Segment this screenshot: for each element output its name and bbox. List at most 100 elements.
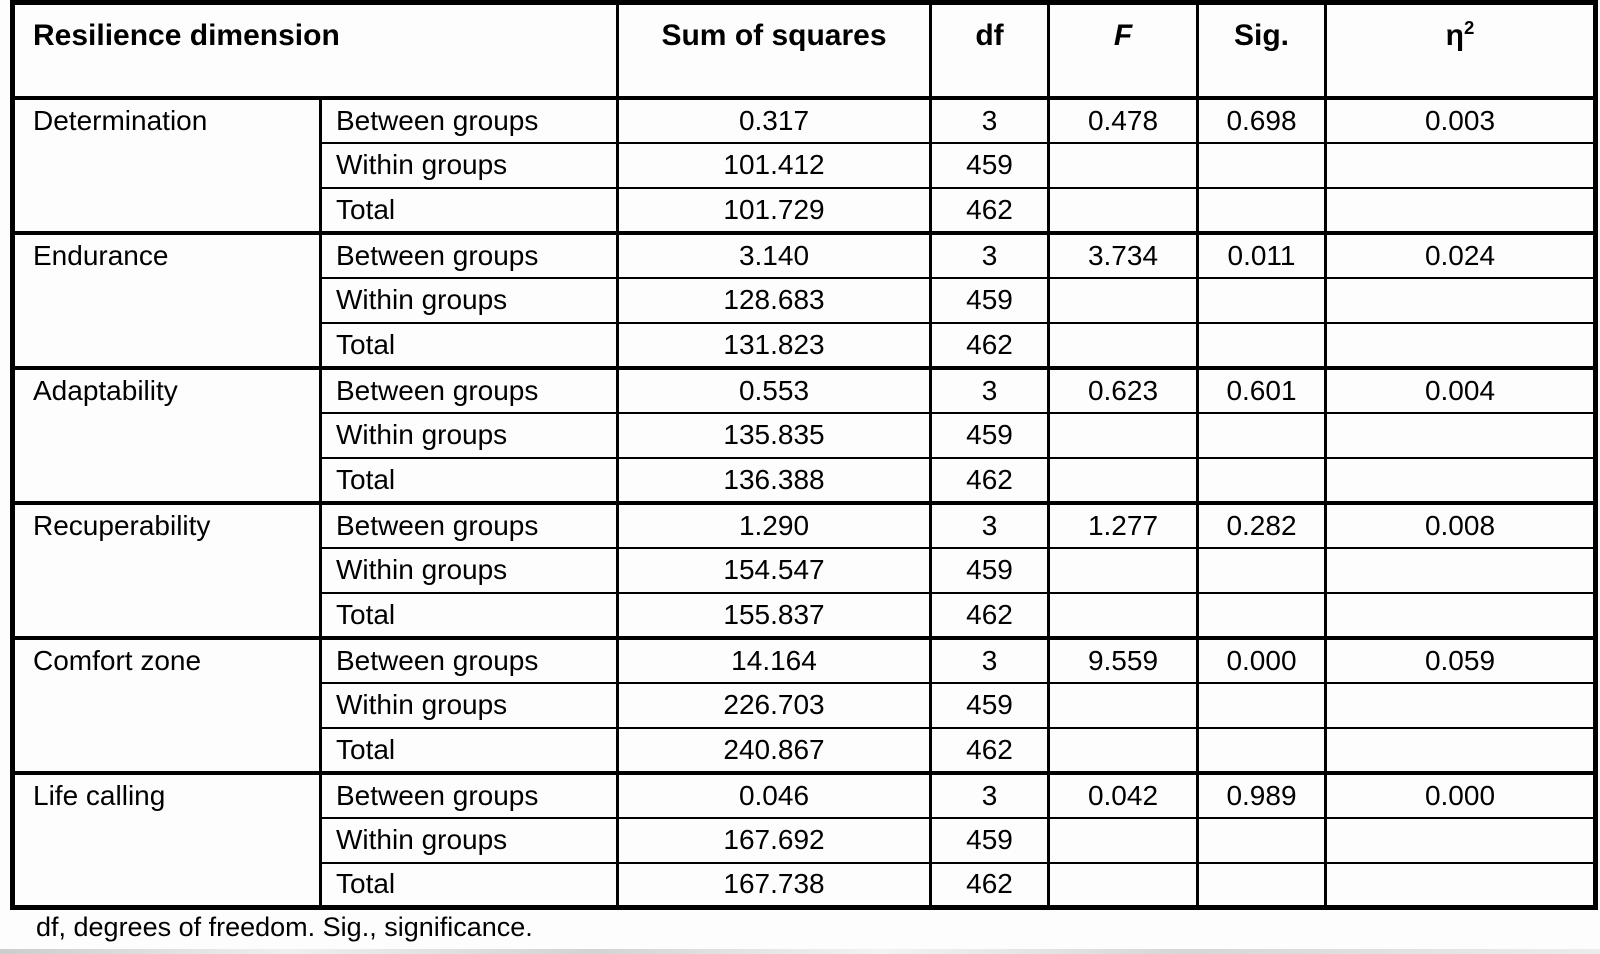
eta-exponent: 2: [1463, 17, 1475, 38]
group-type-cell: Between groups: [319, 770, 619, 819]
eta-squared-cell: [1324, 816, 1597, 864]
sum-of-squares-cell: 101.412: [616, 141, 932, 189]
sig-value-cell: [1196, 861, 1327, 909]
df-cell: 462: [929, 861, 1050, 909]
eta-squared-cell: [1324, 591, 1597, 639]
dimension-name-cell: Recuperability: [11, 500, 322, 639]
sig-value-cell: [1196, 141, 1327, 189]
eta-squared-cell: 0.000: [1324, 770, 1597, 819]
df-cell: 459: [929, 681, 1050, 729]
sum-of-squares-cell: 167.738: [616, 861, 932, 909]
eta-squared-cell: 0.004: [1324, 365, 1597, 414]
f-value-cell: 3.734: [1047, 230, 1199, 279]
f-value-cell: [1047, 186, 1199, 234]
f-value-cell: [1047, 816, 1199, 864]
group-type-cell: Total: [319, 186, 619, 234]
dimension-name-cell: Comfort zone: [11, 635, 322, 774]
header-row: Resilience dimension Sum of squares df F…: [11, 1, 1597, 100]
sig-value-cell: [1196, 186, 1327, 234]
f-value-cell: [1047, 591, 1199, 639]
table-row: Within groups 154.547 459: [13, 546, 1597, 594]
header-df: df: [929, 1, 1050, 100]
eta-squared-cell: [1324, 186, 1597, 234]
sum-of-squares-cell: 136.388: [616, 456, 932, 504]
df-cell: 462: [929, 456, 1050, 504]
eta-squared-cell: 0.003: [1324, 95, 1597, 144]
sum-of-squares-cell: 0.317: [616, 95, 932, 144]
eta-squared-cell: [1324, 546, 1597, 594]
table-row: Within groups 101.412 459: [13, 141, 1597, 189]
df-cell: 3: [929, 95, 1050, 144]
sum-of-squares-cell: 240.867: [616, 726, 932, 774]
f-value-cell: 0.623: [1047, 365, 1199, 414]
table-row: Life calling Between groups 0.046 3 0.042 0.9…: [11, 770, 1597, 909]
sig-value-cell: [1196, 456, 1327, 504]
eta-squared-cell: [1324, 726, 1597, 774]
df-cell: 459: [929, 546, 1050, 594]
sum-of-squares-cell: 128.683: [616, 276, 932, 324]
eta-squared-cell: [1324, 456, 1597, 504]
f-value-cell: [1047, 681, 1199, 729]
group-type-cell: Within groups: [319, 276, 619, 324]
table-row: Total 101.729 462: [13, 186, 1597, 234]
group-type-cell: Between groups: [319, 365, 619, 414]
sum-of-squares-cell: 0.553: [616, 365, 932, 414]
df-cell: 462: [929, 591, 1050, 639]
sig-value-cell: [1196, 546, 1327, 594]
dimension-name-cell: Adaptability: [11, 365, 322, 504]
sum-of-squares-cell: 135.835: [616, 411, 932, 459]
dimension-name-cell: Endurance: [11, 230, 322, 369]
sig-value-cell: [1196, 816, 1327, 864]
df-cell: 462: [929, 726, 1050, 774]
group-type-cell: Within groups: [319, 411, 619, 459]
table-row: Endurance Between groups 3.140 3 3.734 0.011 0…: [11, 230, 1597, 369]
eta-symbol: η: [1445, 19, 1464, 52]
eta-squared-cell: [1324, 411, 1597, 459]
header-sig: Sig.: [1196, 1, 1327, 100]
table-body: Determination Between groups 0.317 3 0.478 0.…: [11, 95, 1597, 909]
f-value-cell: [1047, 546, 1199, 594]
table-footnote: df, degrees of freedom. Sig., significan…: [36, 912, 533, 942]
table-row: Adaptability Between groups 0.553 3 0.623 0.6…: [11, 365, 1597, 504]
eta-squared-cell: 0.059: [1324, 635, 1597, 684]
dimension-name-cell: Life calling: [11, 770, 322, 909]
f-value-cell: [1047, 726, 1199, 774]
sig-value-cell: [1196, 276, 1327, 324]
sum-of-squares-cell: 101.729: [616, 186, 932, 234]
table-row: Within groups 128.683 459: [13, 276, 1597, 324]
f-value-cell: 9.559: [1047, 635, 1199, 684]
f-value-cell: [1047, 321, 1199, 369]
f-value-cell: 0.478: [1047, 95, 1199, 144]
df-cell: 3: [929, 635, 1050, 684]
sum-of-squares-cell: 1.290: [616, 500, 932, 549]
dimension-name-cell: Determination: [11, 95, 322, 234]
sig-value-cell: [1196, 591, 1327, 639]
group-type-cell: Within groups: [319, 546, 619, 594]
df-cell: 459: [929, 411, 1050, 459]
df-cell: 3: [929, 770, 1050, 819]
eta-squared-cell: [1324, 141, 1597, 189]
sig-value-cell: [1196, 411, 1327, 459]
f-value-cell: [1047, 141, 1199, 189]
table-row: Total 167.738 462: [13, 861, 1597, 909]
group-type-cell: Total: [319, 456, 619, 504]
df-cell: 462: [929, 186, 1050, 234]
sig-value-cell: 0.282: [1196, 500, 1327, 549]
eta-squared-cell: 0.024: [1324, 230, 1597, 279]
sig-value-cell: 0.000: [1196, 635, 1327, 684]
table-row: Total 131.823 462: [13, 321, 1597, 369]
f-value-cell: 0.042: [1047, 770, 1199, 819]
sum-of-squares-cell: 14.164: [616, 635, 932, 684]
group-type-cell: Total: [319, 861, 619, 909]
table-row: Comfort zone Between groups 14.164 3 9.559 0.…: [11, 635, 1597, 774]
scan-artifact-strip: [0, 949, 1600, 954]
f-value-cell: 1.277: [1047, 500, 1199, 549]
sum-of-squares-cell: 155.837: [616, 591, 932, 639]
sig-value-cell: [1196, 681, 1327, 729]
header-eta-squared: η2: [1324, 1, 1597, 100]
sum-of-squares-cell: 3.140: [616, 230, 932, 279]
eta-squared-cell: [1324, 321, 1597, 369]
df-cell: 462: [929, 321, 1050, 369]
eta-squared-cell: 0.008: [1324, 500, 1597, 549]
